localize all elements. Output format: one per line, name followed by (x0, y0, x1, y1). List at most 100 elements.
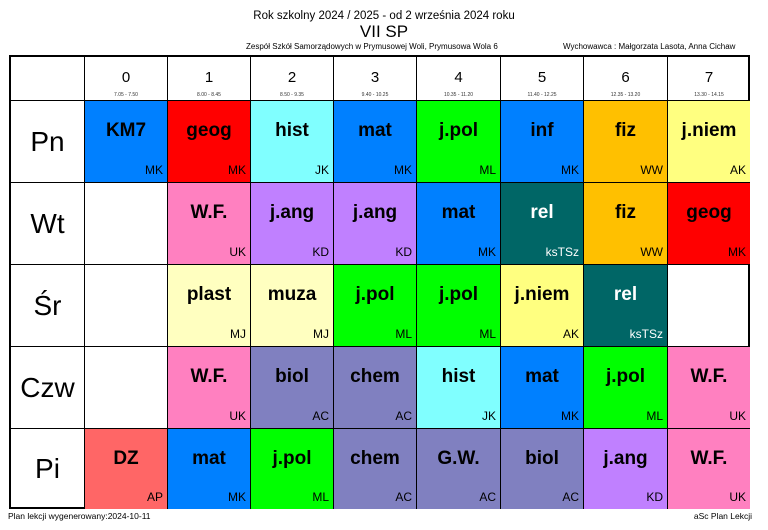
lesson-subject: j.pol (272, 448, 312, 469)
lesson-cell: W.F. UK (668, 429, 750, 509)
period-header: 1 8.00 - 8.45 (168, 57, 251, 101)
lesson-subject: plast (186, 284, 232, 305)
lesson-teacher: ML (395, 327, 412, 341)
lesson-subject: chem (350, 366, 400, 387)
lesson-cell: biol AC (501, 429, 584, 509)
lesson-teacher: MK (478, 245, 496, 259)
lesson-cell: W.F. UK (168, 183, 251, 265)
lesson-teacher: MK (561, 409, 579, 423)
corner-cell (11, 57, 85, 101)
lesson-cell: j.niem AK (501, 265, 584, 347)
lesson-subject: W.F. (190, 366, 228, 387)
lesson-teacher: MK (561, 163, 579, 177)
lesson-cell: KM7 MK (85, 101, 168, 183)
lesson-subject: j.pol (605, 366, 646, 387)
lesson-subject: KM7 (105, 120, 147, 141)
lesson-subject: inf (530, 120, 554, 141)
school-year-title: Rok szkolny 2024 / 2025 - od 2 września … (253, 10, 515, 22)
lesson-teacher: ML (479, 163, 496, 177)
period-header: 6 12.35 - 13.20 (584, 57, 668, 101)
period-header: 7 13.30 - 14.15 (668, 57, 750, 101)
lesson-teacher: MK (228, 490, 246, 504)
lesson-cell: inf MK (501, 101, 584, 183)
lesson-cell: rel ksTSz (501, 183, 584, 265)
period-time: 8.50 - 9.35 (280, 92, 304, 98)
lesson-cell: j.pol ML (334, 265, 417, 347)
lesson-cell: j.pol ML (584, 347, 668, 429)
lesson-cell: mat MK (417, 183, 501, 265)
lesson-teacher: WW (640, 163, 663, 177)
lesson-cell: G.W. AC (417, 429, 501, 509)
lesson-cell: chem AC (334, 347, 417, 429)
lesson-subject: rel (530, 202, 554, 223)
empty-lesson-cell (85, 265, 168, 347)
lesson-teacher: AC (312, 409, 329, 423)
lesson-teacher: WW (640, 245, 663, 259)
period-time: 11.40 - 12.25 (527, 92, 557, 98)
lesson-subject: j.pol (438, 284, 479, 305)
generated-date: Plan lekcji wygenerowany:2024-10-11 (8, 511, 151, 521)
period-header: 3 9.40 - 10.25 (334, 57, 417, 101)
lesson-teacher: UK (729, 490, 746, 504)
lesson-teacher: MJ (313, 327, 329, 341)
lesson-teacher: JK (481, 409, 496, 423)
day-name: Czw (20, 371, 75, 403)
day-name: Pn (30, 125, 65, 157)
lesson-teacher: MK (228, 163, 246, 177)
period-time: 7.05 - 7.50 (114, 92, 138, 98)
lesson-teacher: JK (314, 163, 329, 177)
period-number: 2 (287, 69, 297, 86)
lesson-subject: j.ang (603, 448, 648, 469)
lesson-cell: mat MK (501, 347, 584, 429)
period-number: 0 (121, 69, 131, 86)
lesson-cell: geog MK (168, 101, 251, 183)
timetable-grid: 0 7.05 - 7.50 1 8.00 - 8.45 2 8.50 - 9.35 3 9.4… (9, 55, 750, 509)
day-name: Śr (33, 289, 62, 321)
lesson-subject: fiz (614, 120, 637, 141)
period-number: 3 (370, 69, 380, 86)
lesson-cell: j.pol ML (251, 429, 334, 509)
empty-lesson-cell (85, 347, 168, 429)
day-name: Wt (30, 207, 65, 239)
lesson-cell: muza MJ (251, 265, 334, 347)
lesson-subject: fiz (614, 202, 637, 223)
period-number: 7 (704, 69, 714, 86)
software-name: aSc Plan Lekcji (693, 511, 752, 521)
institution-name: Zespół Szkół Samorządowych w Prymusowej … (246, 42, 498, 51)
lesson-teacher: ML (646, 409, 663, 423)
lesson-teacher: AC (395, 490, 412, 504)
lesson-cell: fiz WW (584, 101, 668, 183)
period-header: 2 8.50 - 9.35 (251, 57, 334, 101)
lesson-teacher: MK (145, 163, 163, 177)
lesson-subject: G.W. (437, 448, 480, 469)
lesson-cell: j.ang KD (334, 183, 417, 265)
lesson-teacher: ksTSz (545, 245, 579, 259)
day-label-cell: Pi (11, 429, 85, 509)
lesson-subject: chem (350, 448, 400, 469)
lesson-teacher: AC (562, 490, 579, 504)
lesson-teacher: ML (479, 327, 496, 341)
day-label-cell: Śr (11, 265, 85, 347)
lesson-cell: rel ksTSz (584, 265, 668, 347)
period-number: 6 (621, 69, 630, 86)
lesson-teacher: UK (229, 245, 246, 259)
lesson-subject: hist (275, 120, 309, 141)
lesson-teacher: KD (395, 245, 412, 259)
period-time: 10.35 - 11.20 (443, 92, 474, 98)
lesson-cell: hist JK (251, 101, 334, 183)
class-name-title: VII SP (359, 22, 409, 41)
lesson-teacher: AK (729, 163, 746, 177)
lesson-teacher: AK (562, 327, 579, 341)
lesson-cell: j.pol ML (417, 101, 501, 183)
lesson-cell: W.F. UK (668, 347, 750, 429)
day-label-cell: Wt (11, 183, 85, 265)
lesson-subject: DZ (113, 448, 139, 469)
lesson-teacher: MK (394, 163, 412, 177)
period-time: 13.30 - 14.15 (694, 92, 724, 98)
lesson-cell: mat MK (168, 429, 251, 509)
period-header: 4 10.35 - 11.20 (417, 57, 501, 101)
period-number: 4 (454, 69, 463, 86)
lesson-cell: W.F. UK (168, 347, 251, 429)
lesson-teacher: KD (312, 245, 329, 259)
lesson-subject: j.niem (681, 120, 737, 141)
